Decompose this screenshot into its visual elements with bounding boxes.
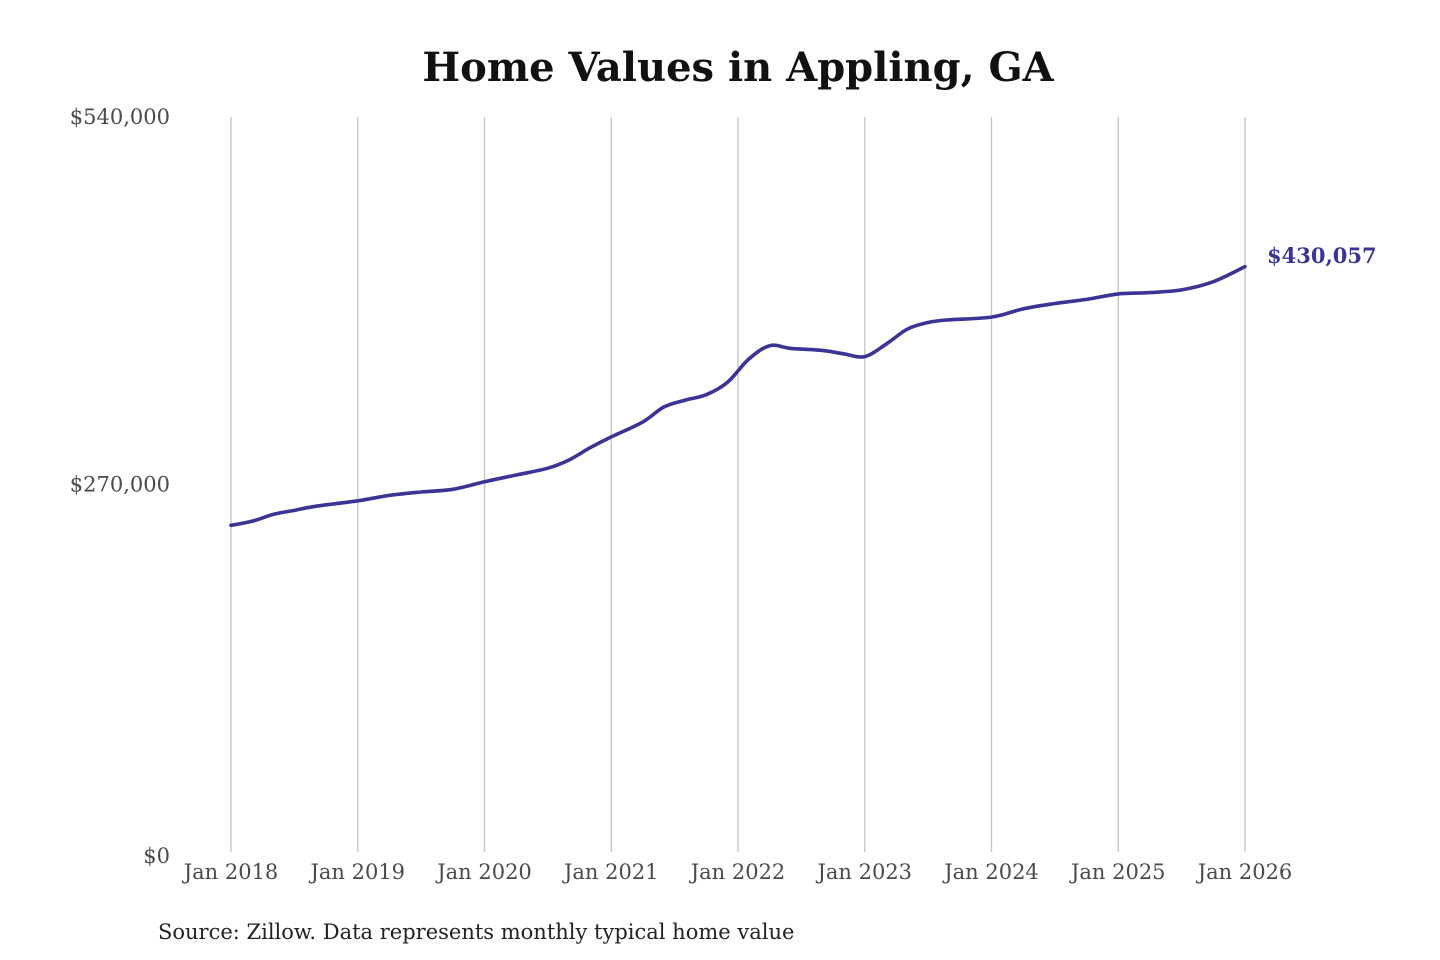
x-tick-label: Jan 2024 bbox=[942, 860, 1039, 884]
last-value-label: $430,057 bbox=[1267, 243, 1377, 268]
x-axis-ticks: Jan 2018 Jan 2019 Jan 2020 Jan 2021 Jan 2022… bbox=[182, 860, 1293, 884]
x-tick-label: Jan 2026 bbox=[1196, 860, 1293, 884]
y-tick-label: $540,000 bbox=[70, 105, 170, 129]
x-tick-label: Jan 2022 bbox=[689, 860, 786, 884]
source-note: Source: Zillow. Data represents monthly … bbox=[158, 920, 794, 944]
x-tick-label: Jan 2018 bbox=[182, 860, 279, 884]
grid-lines bbox=[230, 117, 1246, 852]
y-tick-label: $270,000 bbox=[70, 473, 170, 497]
x-tick-label: Jan 2019 bbox=[308, 860, 405, 884]
x-tick-label: Jan 2023 bbox=[815, 860, 912, 884]
y-tick-label: $0 bbox=[143, 844, 170, 868]
x-tick-label: Jan 2025 bbox=[1069, 860, 1166, 884]
y-axis-ticks: $0 $270,000 $540,000 bbox=[70, 105, 170, 868]
x-tick-label: Jan 2020 bbox=[435, 860, 532, 884]
chart-title: Home Values in Appling, GA bbox=[422, 44, 1054, 91]
x-tick-label: Jan 2021 bbox=[562, 860, 659, 884]
home-value-line bbox=[229, 264, 1247, 528]
